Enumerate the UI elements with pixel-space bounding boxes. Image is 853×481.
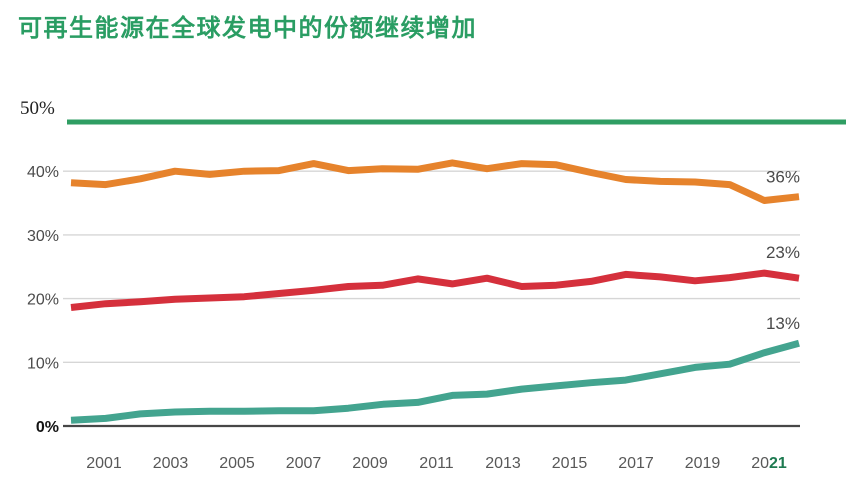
- x-axis-label-2001: 2001: [86, 455, 122, 472]
- x-axis-label-2021: 2021: [751, 455, 787, 472]
- x-axis-label-2019: 2019: [685, 455, 721, 472]
- orange-line-end-label: 36%: [766, 168, 800, 187]
- y-axis-label-10: 10%: [27, 355, 59, 372]
- x-axis-label-2017: 2017: [618, 455, 654, 472]
- y-axis-label-20: 20%: [27, 292, 59, 309]
- y-axis-label-0: 0%: [36, 419, 59, 436]
- chart-title: 可再生能源在全球发电中的份额继续增加: [18, 14, 477, 42]
- y-axis-label-50: 50%: [20, 98, 55, 119]
- x-axis-label-2015: 2015: [552, 455, 588, 472]
- teal-line: [70, 339, 800, 424]
- y-axis-label-40: 40%: [27, 164, 59, 181]
- teal-line-end-label: 13%: [766, 314, 800, 333]
- y-axis-label-30: 30%: [27, 228, 59, 245]
- x-axis-label-2007: 2007: [286, 455, 322, 472]
- orange-line: [70, 159, 800, 204]
- x-axis-label-2009: 2009: [352, 455, 388, 472]
- red-line: [70, 269, 800, 311]
- x-axis-label-2011: 2011: [419, 455, 454, 472]
- x-axis-label-2013: 2013: [485, 455, 521, 472]
- x-axis-label-2005: 2005: [219, 455, 255, 472]
- x-axis-label-2003: 2003: [153, 455, 189, 472]
- red-line-end-label: 23%: [766, 243, 800, 262]
